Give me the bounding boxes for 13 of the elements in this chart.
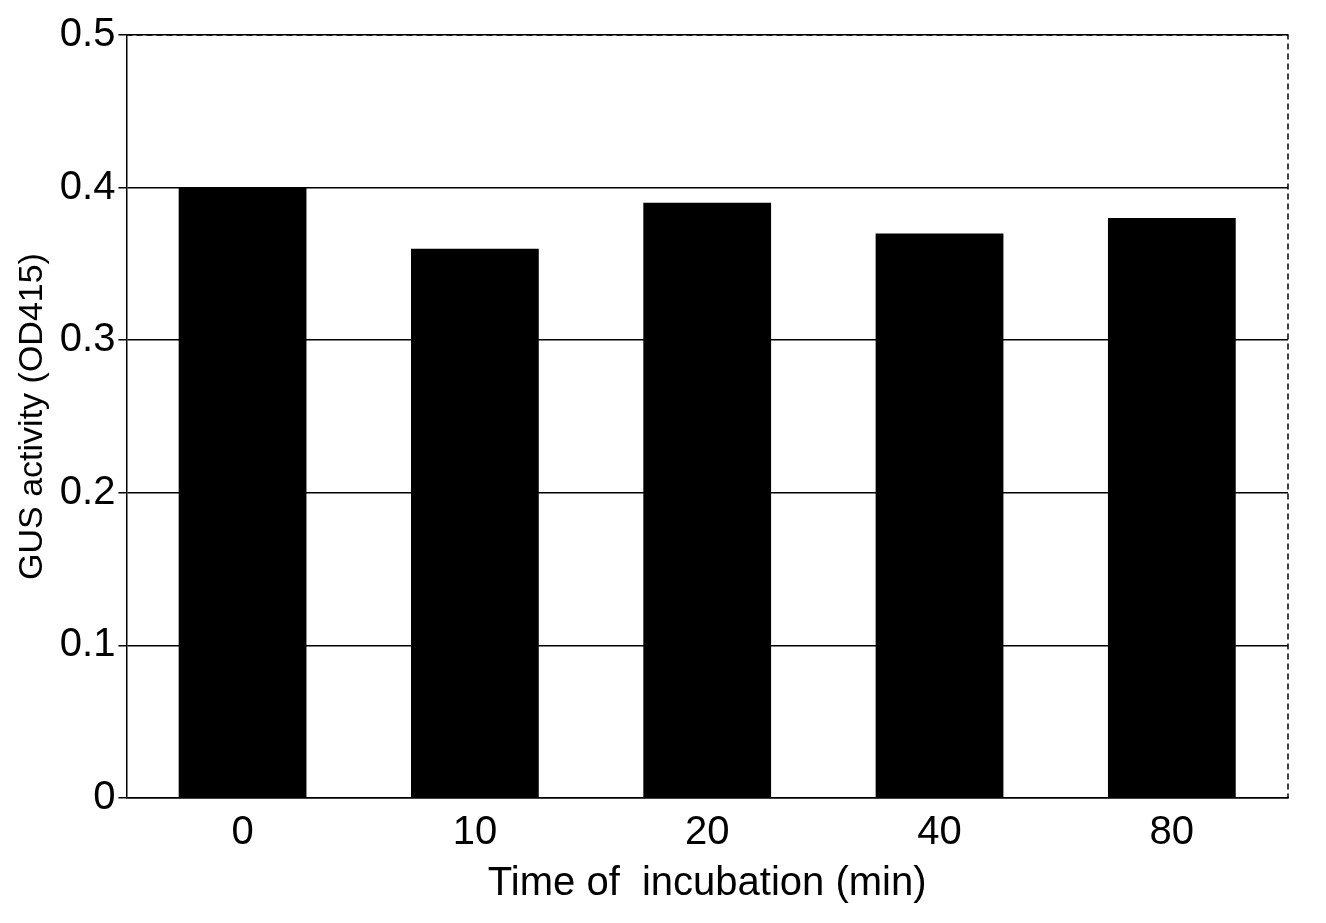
y-axis-title: GUS activity (OD415) [10, 253, 49, 580]
x-tick-label: 80 [1149, 808, 1195, 853]
y-tick-label: 0.1 [59, 620, 116, 665]
y-tick-label: 0 [93, 773, 116, 818]
x-tick-label: 40 [917, 808, 962, 853]
x-axis-title: Time of incubation (min) [487, 859, 927, 904]
y-tick-label: 0.4 [59, 162, 116, 207]
x-tick-label: 20 [684, 808, 730, 853]
x-tick-label: 0 [231, 808, 254, 853]
y-tick-label: 0.2 [59, 467, 116, 512]
y-tick-label: 0.5 [59, 10, 116, 55]
x-tick-label: 10 [452, 808, 498, 853]
y-tick-label: 0.3 [59, 315, 116, 360]
